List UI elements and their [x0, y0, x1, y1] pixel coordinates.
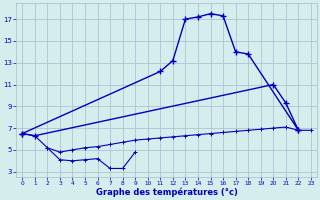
- X-axis label: Graphe des températures (°c): Graphe des températures (°c): [96, 188, 237, 197]
